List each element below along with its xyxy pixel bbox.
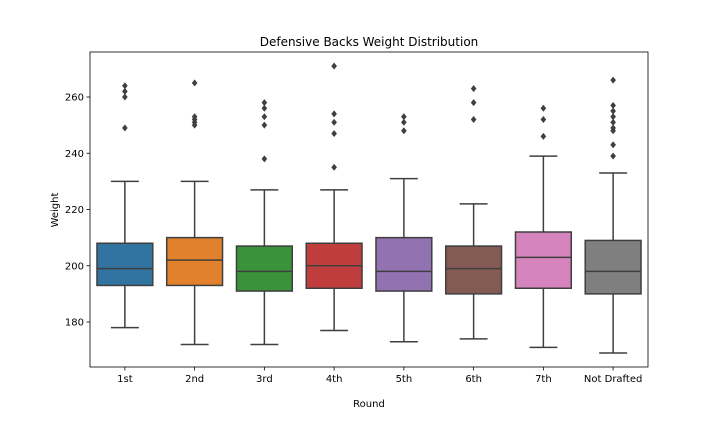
outlier-point: [331, 62, 338, 70]
outlier-point: [331, 110, 338, 118]
outlier-point: [331, 129, 338, 138]
outlier-point: [470, 84, 477, 93]
outlier-point: [540, 132, 547, 140]
plot-frame: [89, 51, 649, 368]
y-tick-label: 240: [65, 149, 84, 160]
box: [375, 236, 433, 292]
y-tick-label: 180: [65, 318, 84, 329]
y-tick-label: 200: [65, 261, 84, 272]
outlier-point: [331, 163, 338, 171]
outlier-point: [121, 124, 128, 132]
x-tick-label: 7th: [535, 374, 552, 385]
chart-title: Defensive Backs Weight Distribution: [260, 35, 479, 49]
outlier-point: [121, 93, 128, 101]
outlier-point: [610, 113, 617, 121]
y-axis: 180 200 220 240 260: [65, 93, 90, 329]
x-tick-label: 1st: [117, 374, 133, 385]
outlier-point: [400, 113, 407, 121]
outlier-point: [191, 113, 198, 121]
outlier-point: [610, 76, 617, 84]
x-tick-label: Not Drafted: [584, 374, 642, 385]
box: [235, 245, 294, 292]
outlier-point: [261, 155, 268, 163]
outlier-point: [610, 152, 617, 160]
outlier-point: [331, 118, 338, 126]
box-group: [96, 82, 154, 329]
x-axis: 1st 2nd 3rd 4th 5th 6th 7th Not Drafted: [117, 367, 642, 385]
outlier-point: [470, 99, 477, 107]
box: [96, 242, 154, 287]
x-tick-label: 5th: [396, 374, 413, 385]
box: [165, 236, 224, 287]
x-axis-label: Round: [353, 399, 385, 410]
box-group: [305, 62, 363, 332]
outlier-point: [610, 107, 617, 115]
outlier-point: [191, 79, 198, 87]
outlier-point: [261, 104, 268, 112]
x-tick-label: 4th: [326, 374, 343, 385]
box: [514, 231, 573, 289]
y-tick-label: 220: [65, 205, 84, 216]
outlier-point: [610, 141, 617, 149]
outlier-point: [261, 99, 268, 107]
box-group: [514, 104, 573, 349]
outlier-point: [261, 113, 268, 121]
box-series: [96, 62, 642, 354]
x-tick-label: 2nd: [185, 374, 204, 385]
outlier-point: [540, 115, 547, 124]
y-axis-label: Weight: [50, 193, 61, 228]
box-group: [165, 79, 224, 346]
box-group: [375, 113, 433, 343]
outlier-point: [610, 124, 617, 132]
outlier-point: [610, 101, 617, 110]
outlier-point: [470, 115, 477, 124]
box-group: [584, 76, 642, 354]
outlier-point: [121, 87, 128, 95]
box-group: [235, 99, 294, 346]
y-tick-label: 260: [65, 93, 84, 104]
outlier-point: [261, 121, 268, 129]
x-tick-label: 3rd: [256, 374, 273, 385]
outlier-point: [400, 118, 407, 126]
outlier-point: [121, 82, 128, 90]
box: [584, 239, 642, 295]
outlier-point: [540, 104, 547, 112]
outlier-point: [610, 118, 617, 126]
box-group: [444, 84, 503, 340]
outlier-point: [400, 127, 407, 135]
x-tick-label: 6th: [465, 374, 482, 385]
box: [444, 245, 503, 295]
